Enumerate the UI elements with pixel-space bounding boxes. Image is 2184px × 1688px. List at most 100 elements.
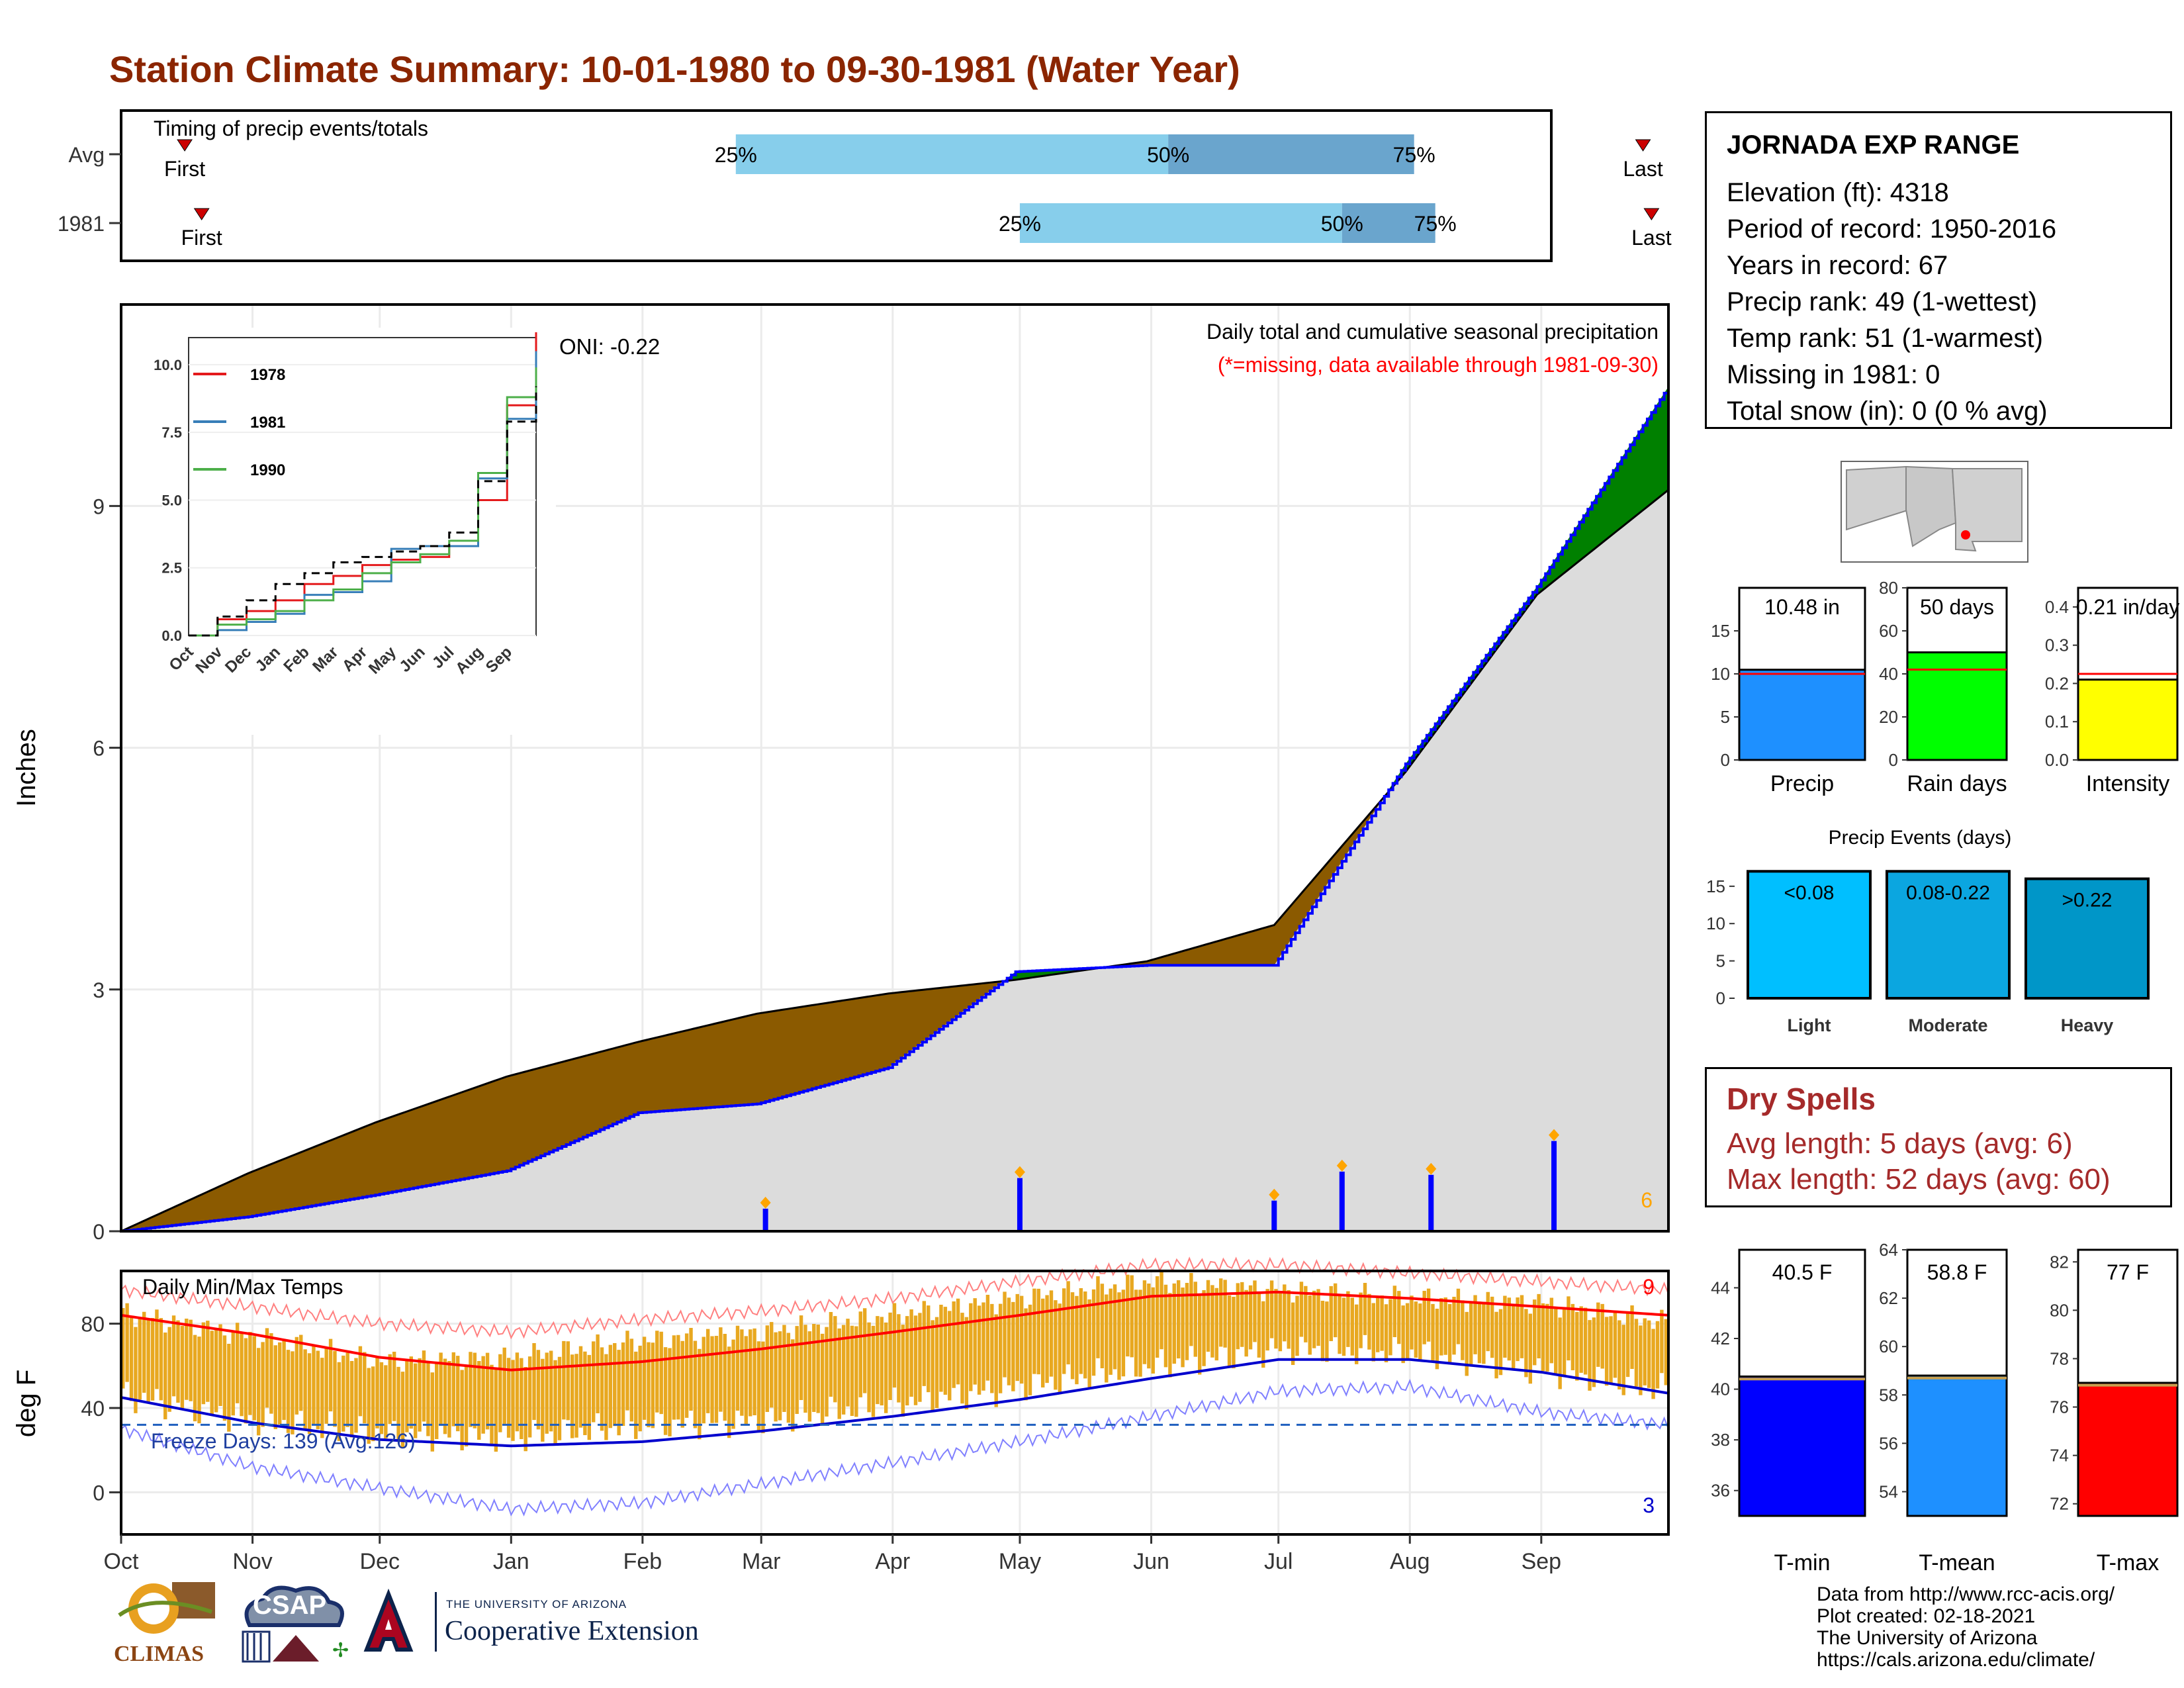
summary-y-tick-label: 15: [1711, 621, 1730, 641]
event-diamond: [1269, 1188, 1280, 1201]
temp-summary-category-label: T-mean: [1919, 1550, 1995, 1575]
temp-count-min: 3: [1643, 1493, 1655, 1517]
temp-summary-y-tick-label: 60: [1879, 1336, 1898, 1356]
first-label: First: [164, 157, 205, 181]
event-diamond: [1014, 1166, 1025, 1178]
temp-summary-y-tick-label: 42: [1711, 1329, 1730, 1348]
timing-50-label: 50%: [1321, 212, 1363, 236]
month-tick-label: Nov: [232, 1549, 272, 1574]
events-bar-label: 0.08-0.22: [1906, 882, 1990, 904]
temp-y-tick-label: 0: [93, 1481, 105, 1505]
summary-y-tick-label: 0.1: [2045, 712, 2069, 731]
credit-university: The University of Arizona: [1817, 1627, 2038, 1649]
timing-bar-25-50: [1019, 203, 1342, 243]
credits: Data from http://www.rcc-acis.org/ Plot …: [1817, 1583, 2115, 1671]
timing-25-label: 25%: [715, 143, 757, 167]
temp-summary-y-tick-label: 64: [1879, 1240, 1898, 1260]
credit-url: https://cals.arizona.edu/climate/: [1817, 1649, 2095, 1671]
events-y-tick-label: 0: [1716, 988, 1725, 1008]
dry-spells-box: Dry Spells Avg length: 5 days (avg: 6) M…: [1705, 1067, 2172, 1207]
events-y-tick-label: 15: [1706, 876, 1725, 896]
month-tick-label: Mar: [742, 1549, 781, 1574]
temp-summary-y-tick-label: 82: [2050, 1252, 2069, 1272]
timing-75-label: 75%: [1393, 143, 1435, 167]
month-tick-label: Jul: [1264, 1549, 1293, 1574]
month-tick-label: Feb: [623, 1549, 662, 1574]
summary-y-tick-label: 0: [1889, 750, 1898, 770]
temp-summary-bar: [2077, 1382, 2179, 1517]
inset-legend-label: 1978: [250, 366, 285, 384]
summary-y-tick-label: 0.3: [2045, 635, 2069, 655]
temp-y-tick-label: 80: [81, 1313, 105, 1336]
temp-summary-y-tick-label: 78: [2050, 1348, 2069, 1368]
oni-label: ONI: -0.22: [559, 334, 660, 359]
daily-precip-bar: [1339, 1171, 1345, 1231]
ua-logo-small-text: THE UNIVERSITY OF ARIZONA: [446, 1598, 627, 1611]
precip-subtitle: (*=missing, data available through 1981-…: [1218, 353, 1659, 377]
month-tick-label: May: [999, 1549, 1041, 1574]
daily-precip-bar: [1428, 1174, 1434, 1231]
temp-summary-y-tick-label: 72: [2050, 1494, 2069, 1514]
timing-25-label: 25%: [999, 212, 1041, 236]
temp-summary-value-label: 40.5 F: [1772, 1260, 1833, 1284]
month-tick-label: Dec: [359, 1549, 399, 1574]
temp-summary-y-tick-label: 76: [2050, 1397, 2069, 1417]
daily-precip-bar: [1551, 1141, 1557, 1231]
temp-summary-category-label: T-min: [1774, 1550, 1831, 1575]
precip-y-axis-title: Inches: [12, 729, 41, 807]
temp-summary-y-tick-label: 58: [1879, 1385, 1898, 1405]
credit-plot-created: Plot created: 02-18-2021: [1817, 1605, 2036, 1627]
temp-summary-bar: [1738, 1375, 1866, 1517]
summary-y-tick-label: 5: [1721, 707, 1730, 727]
record-max-line: [120, 1256, 1669, 1340]
month-tick-label: Aug: [1390, 1549, 1430, 1574]
precip-panel: 0 3 6 9 Daily total and cumulative seasonal…: [12, 303, 1670, 1244]
inset-y-tick-label: 7.5: [161, 424, 182, 441]
temp-title: Daily Min/Max Temps: [142, 1275, 343, 1299]
timing-label: Timing of precip events/totals: [154, 117, 428, 140]
event-diamond: [1549, 1129, 1560, 1141]
events-category-label: Moderate: [1908, 1015, 1987, 1035]
dry-spells-title: Dry Spells: [1727, 1082, 1876, 1116]
temp-summary-y-tick-label: 54: [1879, 1481, 1898, 1501]
temp-summary-value-label: 58.8 F: [1927, 1260, 1987, 1284]
timing-50-label: 50%: [1147, 143, 1189, 167]
temp-summary-y-tick-label: 36: [1711, 1481, 1730, 1501]
temp-summary-value-label: 77 F: [2107, 1260, 2149, 1284]
csap-logo: ✢ CSAP: [233, 1579, 352, 1671]
last-marker: [1635, 139, 1651, 152]
precip-y-tick-label: 3: [93, 978, 105, 1002]
summary-bar: [1906, 651, 2008, 761]
events-bar-label: <0.08: [1784, 882, 1835, 904]
temp-summary-bar: [1906, 1374, 2008, 1517]
inset-y-tick-label: 2.5: [161, 560, 182, 577]
avg-cumulative-line: [120, 489, 1669, 1233]
timing-bar-50-75: [1168, 134, 1414, 174]
temp-summary-category-label: T-max: [2097, 1550, 2159, 1575]
inset-series-line: [189, 386, 537, 637]
summary-value-label: 10.48 in: [1764, 595, 1840, 619]
events-title: Precip Events (days): [1829, 827, 2012, 849]
temp-summary-y-tick-label: 44: [1711, 1278, 1730, 1297]
month-tick-label: Apr: [875, 1549, 910, 1574]
temp-panel: 0 40 80 Daily Min/Max Temps Freeze Days: 1…: [12, 1256, 1670, 1574]
events-bar: [1886, 870, 2011, 1000]
summary-category-label: Precip: [1770, 771, 1834, 796]
summary-category-label: Intensity: [2086, 771, 2170, 796]
station-elevation: Elevation (ft): 4318: [1727, 178, 1949, 207]
temp-summary-y-tick-label: 74: [2050, 1446, 2069, 1466]
last-marker: [1643, 208, 1660, 220]
inset-legend-label: 1981: [250, 414, 285, 432]
month-tick-label: Sep: [1522, 1549, 1562, 1574]
summary-value-label: 0.21 in/day: [2076, 595, 2180, 619]
avg-cumulative-area: [121, 490, 1668, 1231]
summary-y-tick-label: 40: [1879, 664, 1898, 684]
timing-row-label: Avg: [68, 143, 105, 167]
observed-cumulative-line: [121, 387, 1670, 1233]
ua-logo-big-text: Cooperative Extension: [445, 1616, 699, 1646]
station-years: Years in record: 67: [1727, 251, 1948, 280]
ua-logo: THE UNIVERSITY OF ARIZONA Cooperative Ex…: [359, 1588, 756, 1662]
credit-data-source: Data from http://www.rcc-acis.org/: [1817, 1583, 2115, 1605]
month-tick-label: Jun: [1133, 1549, 1169, 1574]
